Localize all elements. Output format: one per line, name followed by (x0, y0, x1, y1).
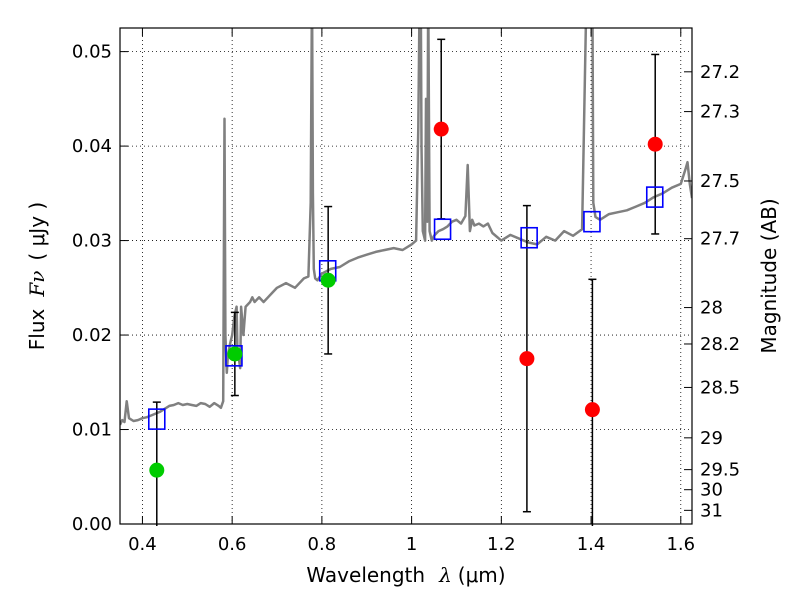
x-axis-unit: (μm) (458, 563, 506, 587)
y2-tick-label: 27.3 (700, 102, 740, 123)
model-photometry-square (645, 186, 664, 208)
plot-frame (119, 27, 693, 525)
model-sed-path (120, 28, 692, 426)
y-axis-title-text: Flux (25, 308, 49, 350)
y-tick-label: 0.00 (72, 514, 112, 535)
y2-tick-label: 29.5 (700, 460, 740, 481)
y-axis-title: Flux Fν ( μJy ) (25, 202, 49, 350)
y-tick-label: 0.03 (72, 231, 112, 252)
model-photometry-square (147, 408, 166, 430)
x-axis-title-text: Wavelength (306, 563, 425, 587)
y2-axis-title: Magnitude (AB) (757, 198, 781, 353)
markers (147, 121, 664, 478)
y-axis-unit: ( μJy ) (25, 202, 49, 261)
y2-tick-label: 28 (700, 298, 723, 319)
detection-point (320, 272, 336, 288)
y2-tick-label: 27.7 (700, 229, 740, 250)
y2-tick-label: 28.5 (700, 377, 740, 398)
y-axis: 0.00 0.01 0.02 0.03 0.04 0.05 (72, 42, 128, 535)
grid-lines (120, 28, 692, 525)
non-detection-point (519, 351, 535, 367)
y-tick-label: 0.01 (72, 420, 112, 441)
y2-tick-label: 31 (700, 500, 723, 521)
x-tick-label: 1.4 (577, 534, 606, 555)
y2-tick-label: 30 (700, 480, 723, 501)
x-tick-label: 0.8 (308, 534, 337, 555)
model-photometry-square (520, 226, 538, 249)
x-axis-symbol: λ (438, 563, 452, 587)
detection-point (149, 462, 165, 478)
x-axis: 0.4 0.6 0.8 1 1.2 1.4 1.6 (128, 28, 695, 555)
y2-tick-label: 27.5 (700, 171, 740, 192)
y2-tick-label: 27.2 (700, 62, 740, 83)
x-tick-label: 0.4 (128, 534, 157, 555)
y2-tick-label: 29 (700, 428, 723, 449)
model-sed-line (120, 28, 692, 426)
y-tick-label: 0.04 (72, 136, 112, 157)
x-tick-label: 1.6 (666, 534, 695, 555)
x-tick-label: 0.6 (218, 534, 247, 555)
y-tick-label: 0.02 (72, 325, 112, 346)
non-detection-point (647, 136, 663, 152)
model-photometry-square (583, 210, 601, 233)
y-axis-symbol: Fν (25, 271, 49, 298)
x-tick-label: 1 (406, 534, 417, 555)
non-detection-point (433, 121, 449, 137)
model-photometry-square (433, 218, 452, 241)
x-axis-title: Wavelength λ (μm) (306, 563, 505, 587)
non-detection-point (584, 402, 600, 418)
y-tick-label: 0.05 (72, 42, 112, 63)
x-tick-label: 1.2 (487, 534, 516, 555)
detection-point (227, 346, 243, 362)
y2-tick-label: 28.2 (700, 334, 740, 355)
